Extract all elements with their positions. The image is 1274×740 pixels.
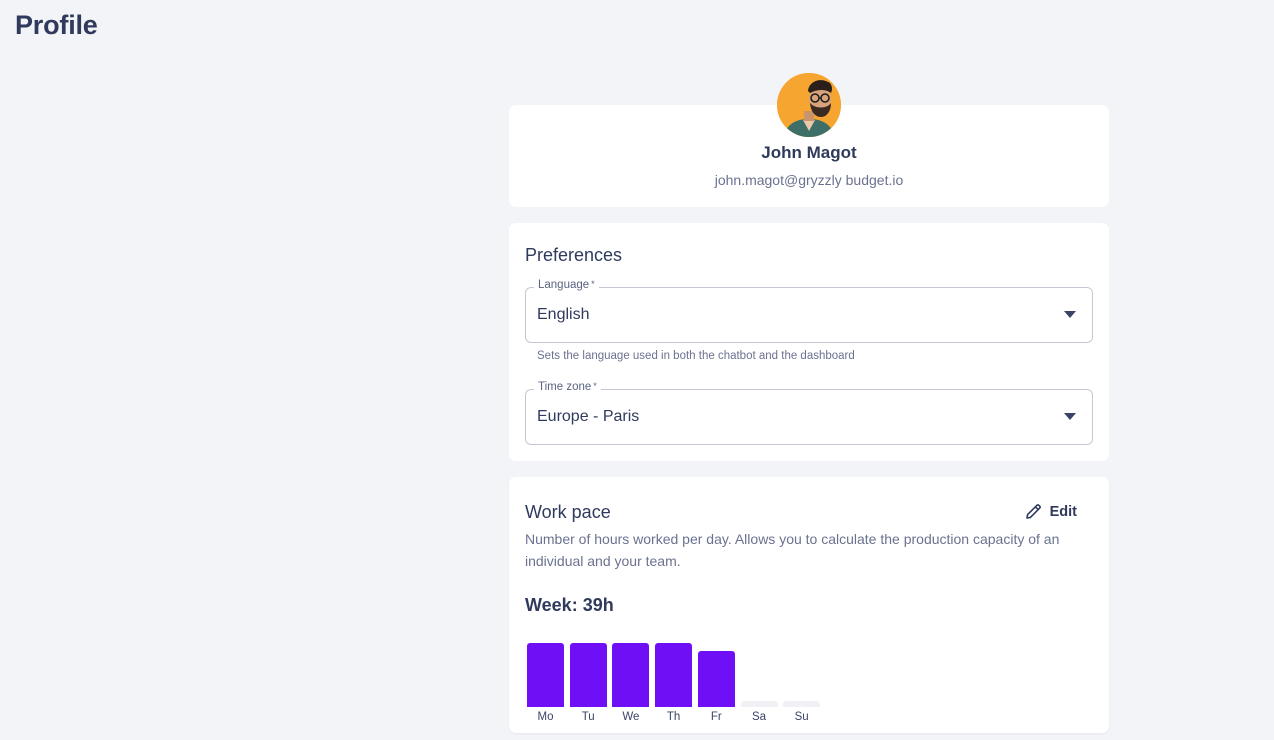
bar-we <box>612 643 650 707</box>
bar-day-label: Th <box>666 711 681 723</box>
bar-day-label: Mo <box>537 711 554 723</box>
language-helper-text: Sets the language used in both the chatb… <box>537 350 855 362</box>
bar-th <box>655 643 693 707</box>
timezone-value: Europe - Paris <box>537 408 640 425</box>
bar-day-label: Fr <box>710 711 722 723</box>
preferences-heading: Preferences <box>525 245 623 265</box>
chevron-down-icon <box>1064 311 1076 318</box>
bar-mo <box>527 643 564 707</box>
bar-su <box>783 701 821 707</box>
bar-tu <box>569 643 607 707</box>
work-pace-heading: Work pace <box>525 502 611 522</box>
bar-column-we: We <box>612 637 650 723</box>
bar-day-label: Tu <box>581 711 595 723</box>
bar-sa <box>740 701 778 707</box>
bar-column-fr: Fr <box>697 637 735 723</box>
pencil-icon <box>1025 504 1041 519</box>
bar-column-sa: Sa <box>740 637 778 723</box>
avatar[interactable] <box>777 73 841 137</box>
work-pace-chart: Mo Tu We Th Fr Sa Su <box>527 631 827 723</box>
language-select[interactable]: Language * English <box>525 279 1093 343</box>
edit-label: Edit <box>1049 503 1077 520</box>
bar-day-label: Sa <box>751 711 767 723</box>
profile-name: John Magot <box>761 143 857 162</box>
profile-card: John Magot john.magot@gryzzly budget.io <box>509 105 1109 207</box>
week-total: Week: 39h <box>525 595 614 615</box>
profile-email: john.magot@gryzzly budget.io <box>714 172 904 188</box>
language-value: English <box>537 306 590 323</box>
bar-column-mo: Mo <box>527 637 564 723</box>
bar-column-su: Su <box>783 637 821 723</box>
language-label: Language * <box>534 279 599 291</box>
chevron-down-icon <box>1064 413 1076 420</box>
bar-column-th: Th <box>655 637 693 723</box>
timezone-label: Time zone * <box>534 381 601 393</box>
timezone-select[interactable]: Time zone * Europe - Paris <box>525 381 1093 445</box>
bar-day-label: We <box>622 711 640 723</box>
bar-column-tu: Tu <box>569 637 607 723</box>
bar-day-label: Su <box>794 711 809 723</box>
work-pace-card: Work pace Edit Number of hours worked pe… <box>509 477 1109 733</box>
edit-button[interactable]: Edit <box>1025 503 1077 520</box>
work-pace-description: Number of hours worked per day. Allows y… <box>525 531 1060 569</box>
avatar-image <box>777 73 841 137</box>
preferences-card: Preferences Language * English Sets the l… <box>509 223 1109 461</box>
page-title: Profile <box>15 10 98 40</box>
bar-fr <box>697 651 735 707</box>
